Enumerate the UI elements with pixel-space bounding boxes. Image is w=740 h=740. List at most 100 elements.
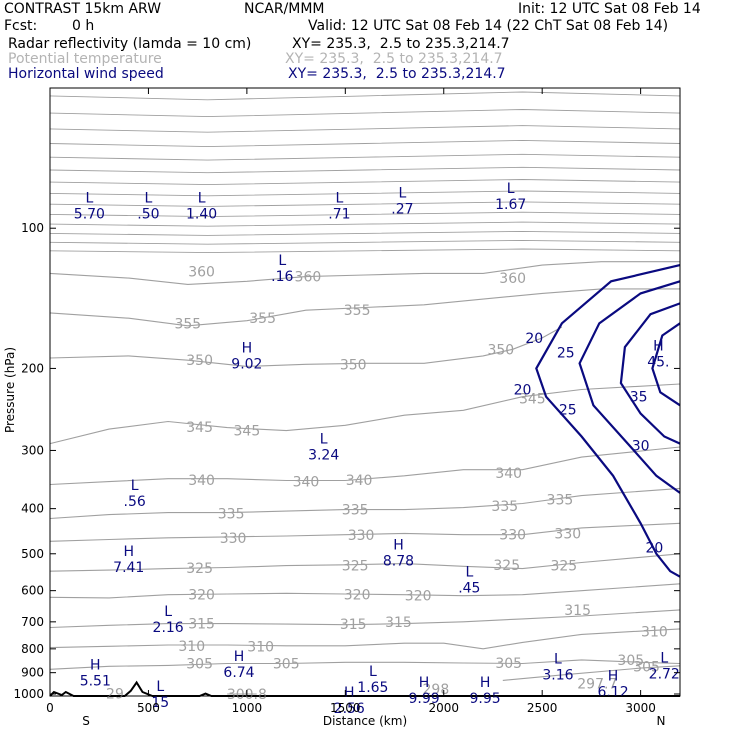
extremum-value: 1.40 (186, 206, 217, 222)
extremum-high-letter: H (242, 341, 253, 357)
extremum-low-letter: L (278, 253, 286, 269)
theta-contour-upper (49, 125, 681, 133)
theta-contour-upper (49, 139, 681, 148)
theta-label: 350 (487, 342, 514, 358)
extremum-high-letter: H (123, 544, 134, 560)
wind-label: 20 (525, 331, 543, 347)
theta-contour-upper (49, 109, 681, 118)
extremum-value: 2.56 (334, 701, 365, 717)
theta-label: 305 (633, 659, 660, 675)
wind-contour-30 (619, 302, 681, 445)
theta-contour-360 (49, 261, 680, 285)
extremum-value: 1.67 (495, 197, 526, 213)
extremum-high-letter: H (90, 657, 101, 673)
extremum-value: .16 (271, 269, 293, 285)
extremum-value: .27 (391, 202, 413, 218)
extremum-low-letter: L (660, 650, 668, 666)
y-tick-label: 700 (21, 615, 44, 629)
theta-label: 29 (106, 687, 124, 703)
wind-label: 25 (559, 402, 577, 418)
wind-label: 20 (645, 541, 663, 557)
theta-label: 340 (293, 475, 320, 491)
x-axis-left-end: S (82, 714, 90, 728)
extremum-low-letter: L (554, 651, 562, 667)
theta-contour-320 (49, 583, 681, 599)
theta-label: 335 (491, 499, 518, 515)
fcst-value: 0 h (72, 18, 95, 34)
x-tick-label: 2000 (428, 701, 459, 715)
x-tick-label: 1500 (330, 701, 361, 715)
theta-contour-upper (49, 91, 681, 101)
y-tick-label: 900 (21, 666, 44, 680)
extrema-markers: L5.70L.50L1.40L.16L.71L.27L1.67H9.02H45.… (74, 181, 680, 717)
extremum-value: .56 (124, 494, 146, 510)
field-xy-wind: XY= 235.3, 2.5 to 235.3,214.7 (288, 66, 506, 82)
theta-label: 360 (499, 271, 526, 287)
extremum-high-letter: H (608, 668, 619, 684)
extremum-value: 5.51 (80, 673, 111, 689)
extremum-value: .45 (458, 581, 480, 597)
theta-label: 360 (295, 270, 322, 286)
extremum-low-letter: L (399, 186, 407, 202)
extremum-value: 6.12 (597, 684, 628, 700)
extremum-low-letter: L (336, 190, 344, 206)
theta-label: 345 (519, 391, 546, 407)
y-tick-label: 300 (21, 443, 44, 457)
extremum-low-letter: L (85, 190, 93, 206)
extremum-value: 7.41 (113, 560, 144, 576)
x-tick-label: 0 (46, 701, 54, 715)
theta-label: 320 (405, 589, 432, 605)
theta-contour-350 (49, 326, 563, 367)
theta-label: 320 (344, 588, 371, 604)
theta-contour-315 (49, 609, 681, 629)
theta-contour-330 (49, 522, 681, 542)
extremum-low-letter: L (198, 190, 206, 206)
field-name-theta: Potential temperature (8, 51, 162, 67)
field-name-wind: Horizontal wind speed (8, 66, 164, 82)
extremum-value: 2.16 (153, 620, 184, 636)
wind-contour-20 (535, 264, 681, 578)
field-xy-reflectivity: XY= 235.3, 2.5 to 235.3,214.7 (292, 36, 510, 52)
extremum-low-letter: L (320, 432, 328, 448)
theta-label: 305 (273, 656, 300, 672)
y-tick-label: 100 (21, 221, 44, 235)
theta-contour-upper (49, 248, 681, 254)
extremum-value: 45. (647, 354, 669, 370)
theta-label: 297.7 (577, 677, 617, 693)
x-axis-right-end: N (657, 714, 666, 728)
theta-label: 330 (499, 528, 526, 544)
extremum-high-letter: H (653, 338, 664, 354)
theta-contour-310 (49, 628, 681, 650)
theta-contour-297.7 (502, 665, 681, 681)
y-tick-label: 800 (21, 642, 44, 656)
field-name-reflectivity: Radar reflectivity (lamda = 10 cm) (8, 36, 252, 52)
theta-label: 320 (188, 588, 215, 604)
theta-contour-upper (49, 153, 681, 161)
theta-label: 315 (340, 617, 367, 633)
extremum-value: 3.24 (308, 448, 339, 464)
extremum-high-letter: H (393, 538, 404, 554)
extremum-low-letter: L (369, 664, 377, 680)
y-tick-label: 400 (21, 502, 44, 516)
theta-contour-355 (49, 288, 680, 327)
theta-label: 355 (344, 303, 371, 319)
axes: 0 500 1000 1500 2000 2500 3000 100 200 300 400 500 6… (13, 88, 680, 715)
extremum-value: 1.65 (357, 680, 388, 696)
extremum-value: 9.95 (470, 691, 501, 707)
theta-contour-upper (49, 190, 681, 197)
theta-label: 315 (188, 617, 215, 633)
wind-label: 30 (632, 439, 650, 455)
theta-label: 340 (346, 473, 373, 489)
wind-label: 20 (514, 383, 532, 399)
wind-contours (535, 264, 681, 578)
plot-frame (49, 87, 681, 697)
extremum-value: 9.99 (408, 691, 439, 707)
theta-label: 305 (186, 656, 213, 672)
extremum-high-letter: H (419, 675, 430, 691)
theta-label: 315 (564, 603, 591, 619)
extremum-value: 15 (151, 695, 169, 711)
x-tick-label: 1000 (232, 701, 263, 715)
extremum-low-letter: L (507, 181, 515, 197)
theta-label: 310 (178, 639, 205, 655)
